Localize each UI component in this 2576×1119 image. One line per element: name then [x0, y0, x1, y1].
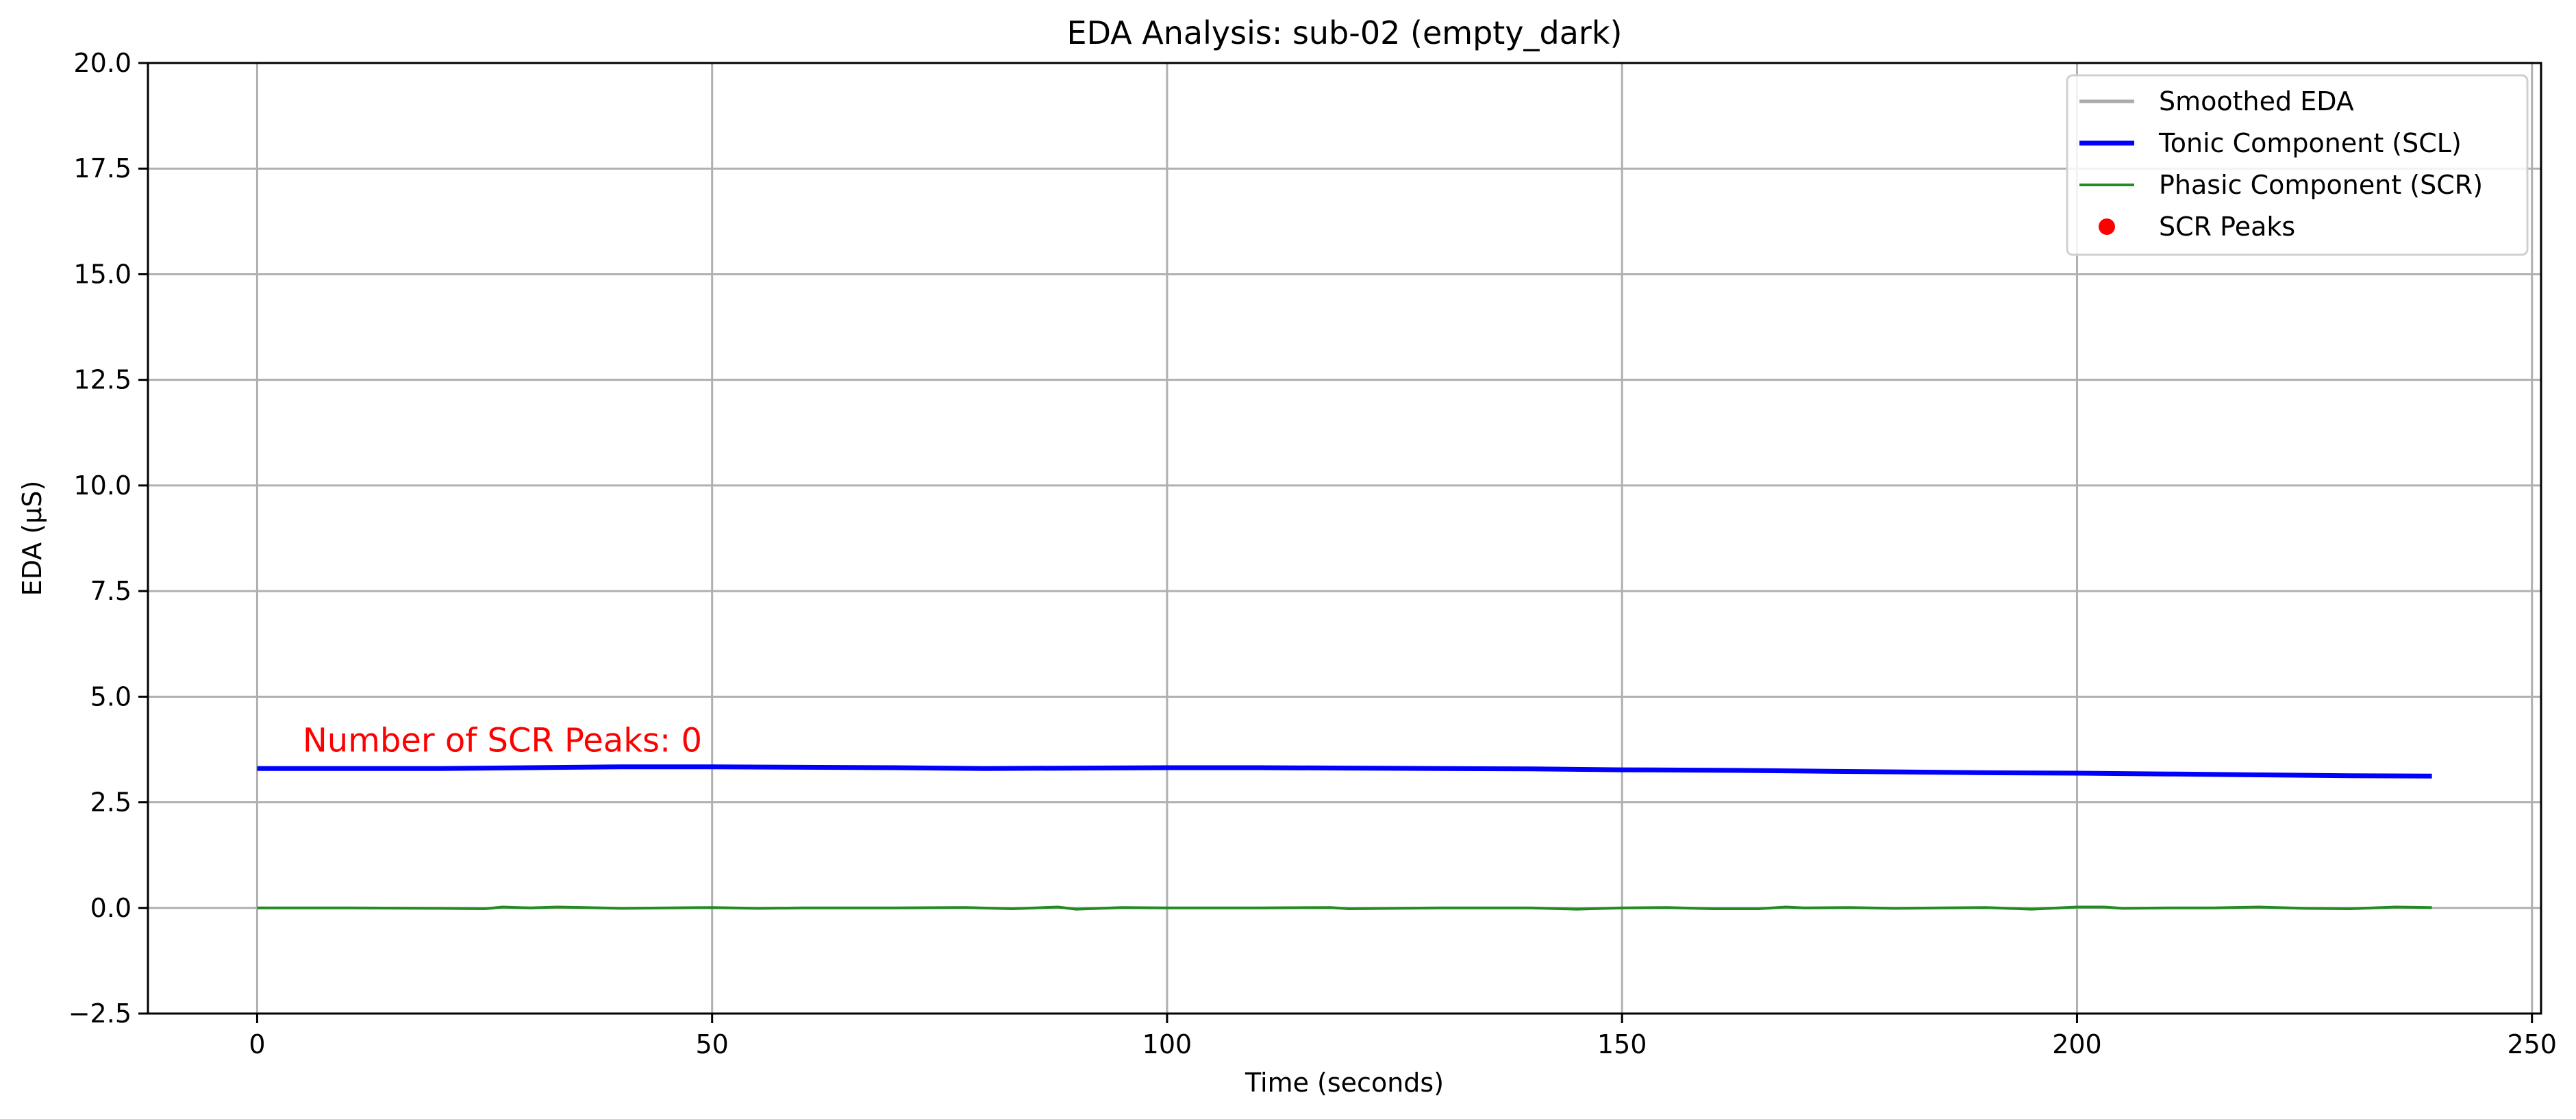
scr-peak-count-annotation: Number of SCR Peaks: 0: [303, 722, 702, 760]
ticks: 0 50 100 150 200 250 −2.5 0.0 2.5 5.0 7.5 10.0 12.5 1…: [68, 48, 2557, 1059]
x-tick-label: 200: [2052, 1029, 2102, 1059]
chart-title: EDA Analysis: sub-02 (empty_dark): [1067, 14, 1623, 51]
y-tick-label: 12.5: [73, 365, 132, 395]
y-tick-label: 0.0: [90, 893, 132, 923]
x-axis-label: Time (seconds): [1245, 1068, 1444, 1098]
legend-label-peaks: SCR Peaks: [2159, 212, 2295, 242]
legend-label-tonic: Tonic Component (SCL): [2158, 128, 2462, 158]
y-tick-label: −2.5: [68, 998, 132, 1029]
y-tick-label: 2.5: [90, 788, 132, 818]
legend-label-phasic: Phasic Component (SCR): [2159, 170, 2483, 200]
legend-marker-peaks: [2099, 218, 2115, 235]
legend-label-smoothed: Smoothed EDA: [2159, 86, 2354, 116]
x-tick-label: 150: [1597, 1029, 1647, 1059]
legend: Smoothed EDA Tonic Component (SCL) Phasic …: [2066, 74, 2529, 256]
phasic-series-line: [257, 905, 2432, 911]
x-tick-label: 250: [2507, 1029, 2557, 1059]
y-axis-label: EDA (µS): [17, 481, 47, 596]
x-tick-label: 50: [696, 1029, 729, 1059]
y-tick-label: 10.0: [73, 470, 132, 501]
y-tick-label: 20.0: [73, 48, 132, 78]
tonic-series-line: [257, 764, 2432, 779]
y-tick-label: 17.5: [73, 153, 132, 184]
x-tick-label: 0: [249, 1029, 265, 1059]
y-tick-label: 5.0: [90, 681, 132, 712]
plot-area: [257, 764, 2432, 911]
y-tick-label: 7.5: [90, 576, 132, 606]
legend-box: [2066, 74, 2529, 256]
axes-frame: [147, 62, 2542, 1015]
y-tick-label: 15.0: [73, 259, 132, 289]
x-tick-label: 100: [1142, 1029, 1192, 1059]
